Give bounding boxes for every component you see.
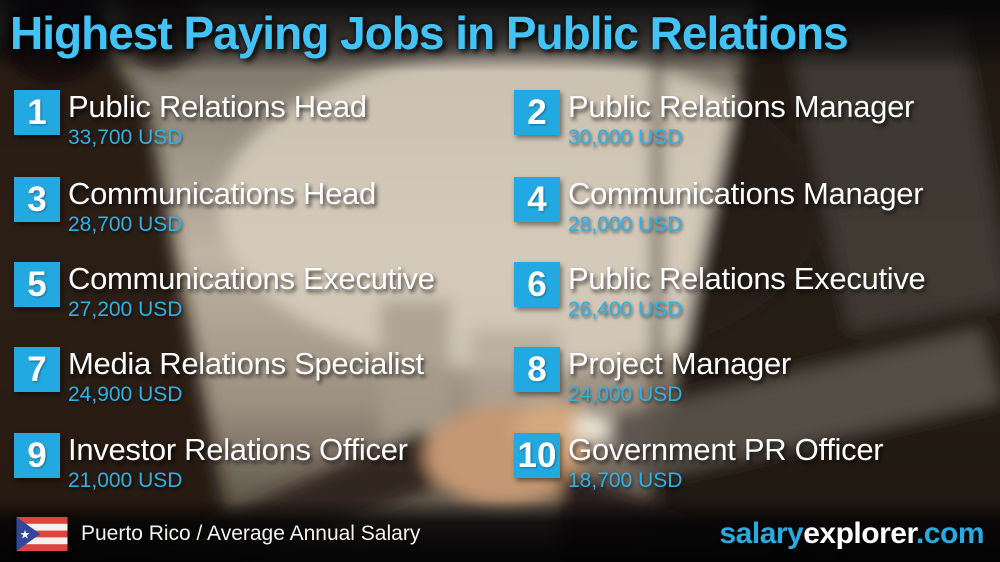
brand-dotcom: .com xyxy=(915,517,985,550)
rank-badge-1: 1 xyxy=(14,90,60,135)
rank-badge-2: 2 xyxy=(514,90,560,135)
job-item-2: 2 Public Relations Manager 30,000 USD xyxy=(514,90,914,150)
job-salary-5: 27,200 USD xyxy=(68,298,183,321)
job-salary-3: 28,700 USD xyxy=(68,213,183,236)
job-text-9: Investor Relations Officer 21,000 USD xyxy=(68,433,408,493)
job-salary-2: 30,000 USD xyxy=(568,126,683,149)
job-title-5: Communications Executive xyxy=(68,261,435,296)
job-text-8: Project Manager 24,000 USD xyxy=(568,347,791,407)
job-item-6: 6 Public Relations Executive 26,400 USD xyxy=(514,262,926,322)
job-text-1: Public Relations Head 33,700 USD xyxy=(68,90,367,150)
rank-badge-10: 10 xyxy=(514,433,560,478)
brand-explorer: explorer xyxy=(803,517,916,550)
page-title: Highest Paying Jobs in Public Relations xyxy=(10,7,849,59)
job-item-5: 5 Communications Executive 27,200 USD xyxy=(14,262,435,322)
job-salary-8: 24,000 USD xyxy=(568,383,683,406)
job-salary-7: 24,900 USD xyxy=(68,383,183,406)
job-title-6: Public Relations Executive xyxy=(568,261,926,296)
job-item-1: 1 Public Relations Head 33,700 USD xyxy=(14,90,367,150)
job-text-6: Public Relations Executive 26,400 USD xyxy=(568,262,926,322)
job-item-3: 3 Communications Head 28,700 USD xyxy=(14,177,376,237)
job-text-3: Communications Head 28,700 USD xyxy=(68,177,376,237)
job-title-3: Communications Head xyxy=(68,176,376,211)
svg-text:★: ★ xyxy=(20,528,31,542)
job-text-7: Media Relations Specialist 24,900 USD xyxy=(68,347,424,407)
job-text-10: Government PR Officer 18,700 USD xyxy=(568,432,884,493)
rank-badge-4: 4 xyxy=(514,177,560,222)
rank-badge-5: 5 xyxy=(14,262,60,307)
footer-bar: ★ Puerto Rico / Average Annual Salary sa… xyxy=(0,506,1000,562)
rank-badge-7: 7 xyxy=(14,347,60,392)
rank-badge-9: 9 xyxy=(14,433,60,478)
rank-badge-3: 3 xyxy=(14,177,60,222)
brand-logo: salaryexplorer.com xyxy=(719,517,984,551)
job-item-4: 4 Communications Manager 28,000 USD xyxy=(514,176,924,237)
job-item-8: 8 Project Manager 24,000 USD xyxy=(514,347,791,407)
job-salary-1: 33,700 USD xyxy=(68,126,183,149)
job-title-10: Government PR Officer xyxy=(568,432,884,467)
job-item-7: 7 Media Relations Specialist 24,900 USD xyxy=(14,347,424,407)
job-salary-4: 28,000 USD xyxy=(568,213,683,236)
job-salary-6: 26,400 USD xyxy=(568,298,683,321)
puerto-rico-flag-icon: ★ xyxy=(16,517,68,551)
job-salary-9: 21,000 USD xyxy=(68,469,183,492)
footer-left: ★ Puerto Rico / Average Annual Salary xyxy=(16,517,420,551)
job-title-2: Public Relations Manager xyxy=(568,89,915,124)
job-item-9: 9 Investor Relations Officer 21,000 USD xyxy=(14,433,408,493)
job-title-1: Public Relations Head xyxy=(68,89,367,124)
brand-salary: salary xyxy=(719,517,804,550)
rank-badge-6: 6 xyxy=(514,262,560,307)
job-title-8: Project Manager xyxy=(568,346,791,381)
job-text-5: Communications Executive 27,200 USD xyxy=(68,262,435,322)
job-text-4: Communications Manager 28,000 USD xyxy=(568,176,924,237)
footer-caption: Puerto Rico / Average Annual Salary xyxy=(81,522,421,545)
job-text-2: Public Relations Manager 30,000 USD xyxy=(568,90,914,150)
job-title-4: Communications Manager xyxy=(568,176,924,211)
rank-badge-8: 8 xyxy=(514,347,560,392)
job-title-7: Media Relations Specialist xyxy=(68,346,424,381)
job-item-10: 10 Government PR Officer 18,700 USD xyxy=(514,432,884,493)
job-salary-10: 18,700 USD xyxy=(568,469,683,492)
job-title-9: Investor Relations Officer xyxy=(68,432,408,467)
